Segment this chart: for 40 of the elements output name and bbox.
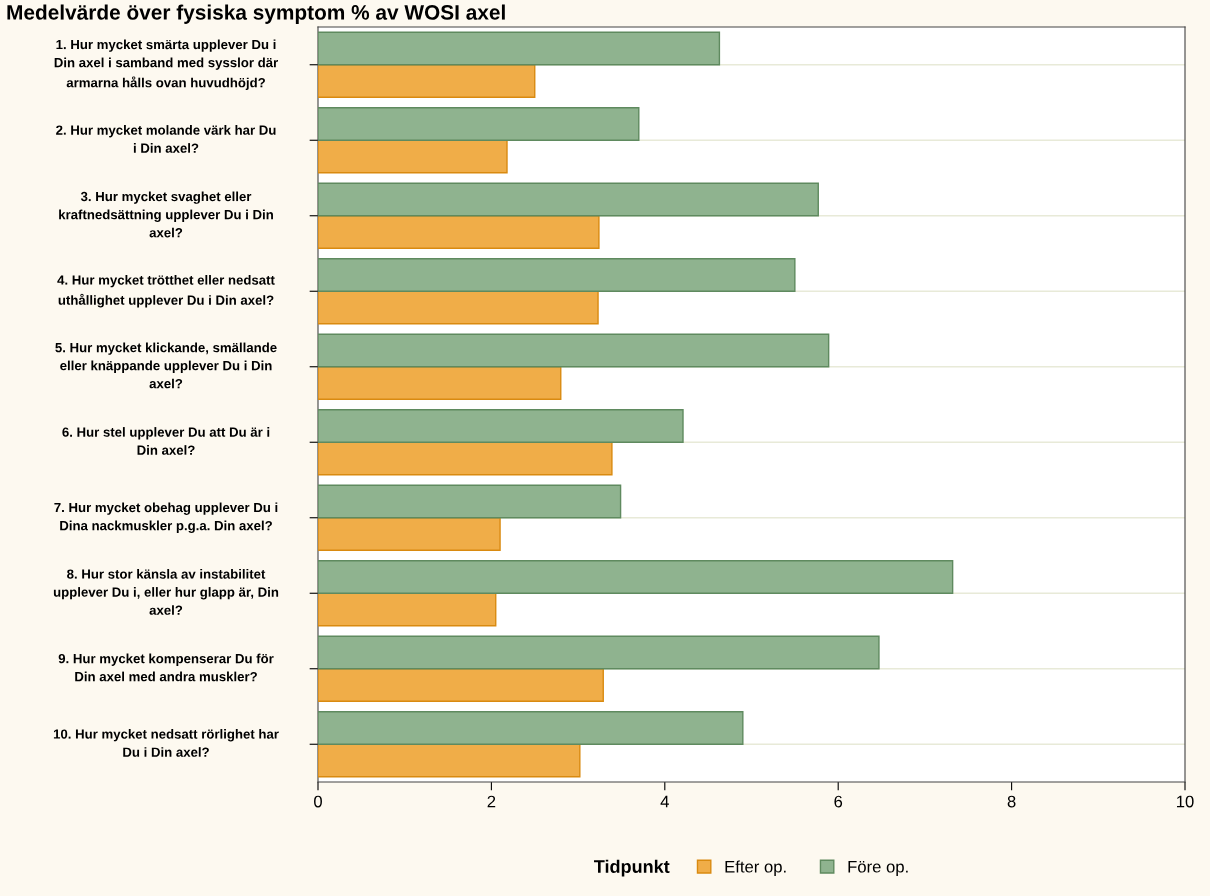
bar (318, 743, 581, 778)
x-tick-label: 10 (1177, 795, 1194, 808)
legend-label: Före op. (848, 860, 908, 876)
y-tick-label: 5. Hur mycket klickande, smällande eller knäppande upplever Du i Din axel? (55, 342, 277, 389)
bar (318, 635, 880, 670)
bar (318, 258, 796, 292)
bar (318, 560, 954, 594)
bar (318, 64, 536, 98)
x-tick-label: 4 (660, 795, 669, 808)
bar (318, 441, 613, 476)
bar (318, 484, 622, 519)
x-tick-label: 2 (487, 795, 496, 808)
bar (318, 668, 604, 702)
bar (318, 215, 600, 249)
y-tick-label: 7. Hur mycket obehag upplever Du i Dina nackmuskler p.g.a. Din axel? (54, 502, 278, 533)
y-tick-label: 8. Hur stor känsla av instabilitet upplever Du i, eller hur glapp är, Din axel? (53, 569, 279, 615)
y-tick-label: 6. Hur stel upplever Du att Du är i Din axel? (62, 427, 270, 455)
x-tick-label: 6 (834, 795, 843, 808)
bar (318, 366, 562, 400)
bar (318, 107, 640, 141)
chart-title: Medelvärde över fysiska symptom % av WOSI axel (7, 4, 505, 24)
legend-title: Tidpunkt (594, 859, 670, 877)
bar (318, 139, 508, 174)
x-tick-label: 0 (314, 795, 322, 808)
y-tick-label: 4. Hur mycket trötthet eller nedsatt uthållighet upplever Du i Din axel? (57, 275, 275, 308)
x-tick-label: 8 (1007, 795, 1016, 808)
legend-label: Efter op. (725, 860, 786, 876)
y-tick-label: 1. Hur mycket smärta upplever Du i Din axel i samband med sysslor där armarna hålls ovan huvudhöjd? (54, 39, 279, 90)
y-tick-label: 9. Hur mycket kompenserar Du för Din axel med andra muskler? (58, 653, 274, 682)
bar (318, 182, 819, 217)
y-tick-label: 10. Hur mycket nedsatt rörlighet har Du i Din axel? (53, 729, 279, 757)
y-tick-label: 2. Hur mycket molande värk har Du i Din axel? (56, 125, 276, 153)
y-tick-label: 3. Hur mycket svaghet eller kraftnedsättning upplever Du i Din axel? (59, 191, 273, 238)
bar (318, 409, 684, 443)
bar (318, 711, 744, 745)
bar (318, 290, 599, 325)
bar (318, 333, 830, 368)
bar (318, 517, 501, 551)
bar (318, 31, 721, 66)
bar (318, 592, 497, 627)
